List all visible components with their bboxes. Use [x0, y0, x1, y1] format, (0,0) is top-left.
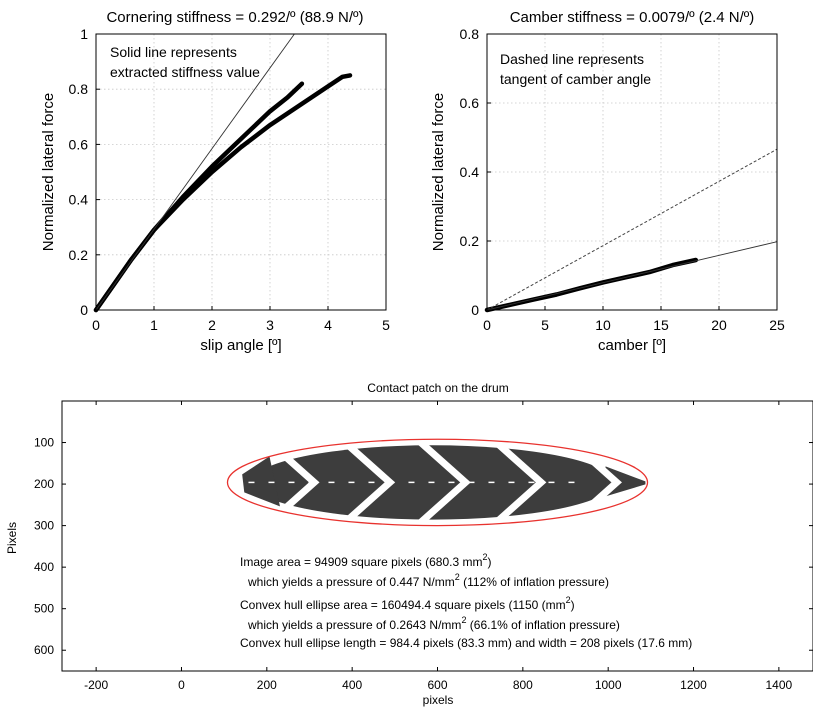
x-tick-label: 15 — [653, 317, 669, 333]
x-tick-label: 400 — [342, 678, 362, 692]
x-tick-label: 5 — [382, 317, 390, 333]
x-tick-label: 25 — [769, 317, 785, 333]
annotation-text: Image area = 94909 square pixels (680.3 … — [240, 555, 482, 569]
annotation-tail: (112% of inflation pressure) — [460, 575, 609, 589]
x-tick-label: 600 — [427, 678, 447, 692]
y-tick-label: 0.2 — [460, 233, 480, 249]
y-tick-label: 0.6 — [69, 136, 89, 152]
annotation-line-5: Convex hull ellipse length = 984.4 pixel… — [240, 636, 692, 650]
y-tick-label: 300 — [34, 519, 54, 533]
y-axis-label: Normalized lateral force — [40, 93, 57, 251]
x-tick-label: 0 — [178, 678, 185, 692]
annotation-line-2: tangent of camber angle — [500, 71, 651, 87]
series-line-1 — [93, 81, 305, 313]
y-tick-label: 500 — [34, 602, 54, 616]
groove-chevron — [417, 438, 471, 527]
x-tick-label: -200 — [84, 678, 108, 692]
chart-title: Camber stiffness = 0.0079/º (2.4 N/º) — [510, 9, 755, 26]
y-tick-label: 100 — [34, 436, 54, 450]
x-tick-label: 20 — [711, 317, 727, 333]
groove-chevron — [492, 438, 547, 527]
patch-edge-left — [242, 456, 280, 507]
annotation-tail: ) — [571, 598, 575, 612]
y-tick-label: 0.4 — [460, 164, 480, 180]
annotation-tail: (66.1% of inflation pressure) — [466, 618, 619, 632]
y-tick-label: 0.4 — [69, 192, 89, 208]
y-tick-label: 600 — [34, 643, 54, 657]
tick-labels: 0 5 10 15 20 25 0 0.2 0.4 0.6 0.8 — [460, 26, 785, 333]
x-tick-label: 1000 — [595, 678, 622, 692]
camber-chart: Camber stiffness = 0.0079/º (2.4 N/º) 0 5… — [430, 9, 785, 354]
annotation-line-4: which yields a pressure of 0.2643 N/mm2 … — [247, 615, 620, 632]
x-tick-label: 0 — [483, 317, 491, 333]
annotation-line-1: Solid line represents — [110, 44, 237, 60]
plot-frame — [95, 33, 387, 311]
groove-chevron — [568, 438, 622, 527]
series-line-2 — [93, 73, 353, 313]
y-tick-label: 400 — [34, 560, 54, 574]
x-tick-label: 1400 — [766, 678, 793, 692]
x-tick-label: 2 — [208, 317, 216, 333]
x-tick-label: 3 — [266, 317, 274, 333]
annotation-line-1: Image area = 94909 square pixels (680.3 … — [240, 552, 492, 569]
series-group — [484, 148, 778, 313]
annotation-text: which yields a pressure of 0.447 N/mm — [247, 575, 455, 589]
chart-title: Contact patch on the drum — [367, 381, 508, 395]
convex-hull-ellipse — [226, 438, 649, 527]
series-line-3 — [486, 148, 778, 311]
x-tick-label: 5 — [541, 317, 549, 333]
chart-title: Cornering stiffness = 0.292/º (88.9 N/º) — [106, 9, 363, 26]
annotation-text: Convex hull ellipse area = 160494.4 squa… — [240, 598, 566, 612]
annotation-line-3: Convex hull ellipse area = 160494.4 squa… — [240, 595, 575, 612]
y-axis-label: Pixels — [5, 522, 19, 554]
x-tick-label: 10 — [595, 317, 611, 333]
tick-labels: 0 1 2 3 4 5 0 0.2 0.4 0.6 0.8 1 — [69, 26, 391, 333]
annotation-block: Image area = 94909 square pixels (680.3 … — [240, 552, 692, 650]
x-tick-label: 0 — [92, 317, 100, 333]
y-tick-label: 0 — [471, 302, 479, 318]
annotation-tail: ) — [488, 555, 492, 569]
x-axis-label: pixels — [423, 693, 454, 707]
y-tick-label: 0.2 — [69, 247, 89, 263]
annotation-line-2: which yields a pressure of 0.447 N/mm2 (… — [247, 572, 609, 589]
series-line-2 — [486, 241, 778, 311]
tick-labels: -200 0 200 400 600 800 1000 1200 1400 100 200 300 40… — [34, 401, 813, 692]
x-tick-label: 4 — [324, 317, 332, 333]
x-axis-label: slip angle [º] — [200, 337, 281, 354]
annotation-text: which yields a pressure of 0.2643 N/mm — [247, 618, 461, 632]
y-tick-label: 1 — [80, 26, 88, 42]
x-tick-label: 1200 — [680, 678, 707, 692]
y-tick-label: 0.6 — [460, 95, 480, 111]
annotation-superscript: 2 — [461, 615, 466, 625]
y-tick-label: 0 — [80, 302, 88, 318]
series-line-3 — [95, 33, 295, 311]
contact-patch-chart: Contact patch on the drum -200 0 200 400 600… — [5, 381, 813, 707]
y-tick-label: 0.8 — [460, 26, 480, 42]
cornering-chart: Cornering stiffness = 0.292/º (88.9 N/º)… — [40, 9, 390, 354]
x-axis-label: camber [º] — [598, 337, 666, 354]
annotation-superscript: 2 — [566, 595, 571, 605]
y-tick-label: 200 — [34, 477, 54, 491]
x-tick-label: 1 — [150, 317, 158, 333]
series-group — [93, 33, 353, 313]
annotation-line-1: Dashed line represents — [500, 51, 644, 67]
annotation-superscript: 2 — [482, 552, 487, 562]
contact-patch-shape — [242, 438, 646, 527]
x-tick-label: 800 — [513, 678, 533, 692]
y-tick-label: 0.8 — [69, 81, 89, 97]
patch-edge-right — [605, 466, 646, 497]
y-axis-label: Normalized lateral force — [430, 93, 447, 251]
x-tick-label: 200 — [257, 678, 277, 692]
annotation-text: Convex hull ellipse length = 984.4 pixel… — [240, 636, 692, 650]
annotation-superscript: 2 — [455, 572, 460, 582]
annotation-line-2: extracted stiffness value — [110, 64, 260, 80]
